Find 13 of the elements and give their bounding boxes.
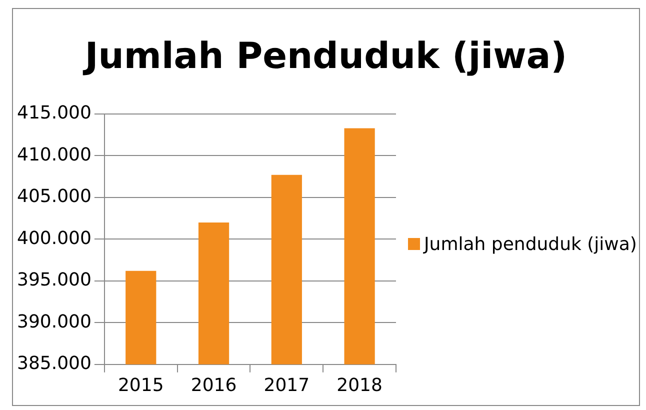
y-tick-label: 390.000 <box>16 311 92 332</box>
x-tick-label: 2018 <box>336 374 382 396</box>
y-tick-label: 400.000 <box>16 228 92 249</box>
y-tick-label: 415.000 <box>16 102 92 124</box>
y-tick-label: 410.000 <box>16 144 92 166</box>
y-tick-label: 405.000 <box>16 186 92 208</box>
x-tick-label: 2017 <box>264 374 310 396</box>
y-tick-label: 385.000 <box>16 353 92 374</box>
legend-label: Jumlah penduduk (jiwa) <box>422 233 638 257</box>
x-tick-label: 2015 <box>118 374 164 396</box>
chart-title: Jumlah Penduduk (jiwa) <box>82 36 568 77</box>
x-tick-label: 2016 <box>190 374 237 396</box>
y-tick-label: 395.000 <box>16 270 92 291</box>
